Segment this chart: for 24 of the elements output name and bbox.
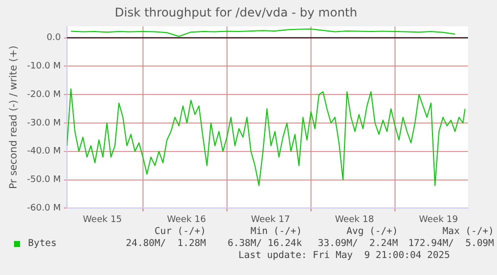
x-tick-label: Week 16: [166, 214, 206, 225]
y-tick-label: -10.0 M: [26, 62, 61, 72]
x-tick-label: Week 15: [82, 214, 122, 225]
chart-title: Disk throughput for /dev/vda - by month: [114, 5, 358, 20]
y-axis-title: Pr second read (-) / write (+): [8, 46, 20, 189]
text: 33.09M/ 2.24M: [316, 238, 398, 250]
x-tick-label: Week 19: [419, 214, 458, 225]
x-tick-label: Week 18: [334, 214, 374, 225]
y-tick-label: -30.0 M: [26, 118, 61, 128]
text: Max (-/+): [442, 226, 494, 238]
text: 172.94M/ 5.09M: [407, 238, 494, 250]
text: 6.38M/ 16.24k: [226, 238, 302, 250]
text: 24.80M/ 1.28M: [124, 238, 206, 250]
y-tick-label: -60.0 M: [26, 204, 61, 214]
text: Cur (-/+): [154, 226, 206, 238]
y-tick-label: -20.0 M: [26, 90, 61, 100]
text: Avg (-/+): [346, 226, 398, 238]
text: Last update: Fri May 9 21:00:04 2025: [237, 250, 451, 262]
x-tick-label: Week 17: [250, 214, 290, 225]
y-tick-label: 0.0: [46, 33, 62, 44]
y-tick-label: -40.0 M: [26, 146, 61, 157]
legend-label: Bytes: [28, 238, 57, 250]
y-tick-label: -50.0 M: [26, 175, 61, 186]
text: Min (-/+): [250, 226, 302, 238]
